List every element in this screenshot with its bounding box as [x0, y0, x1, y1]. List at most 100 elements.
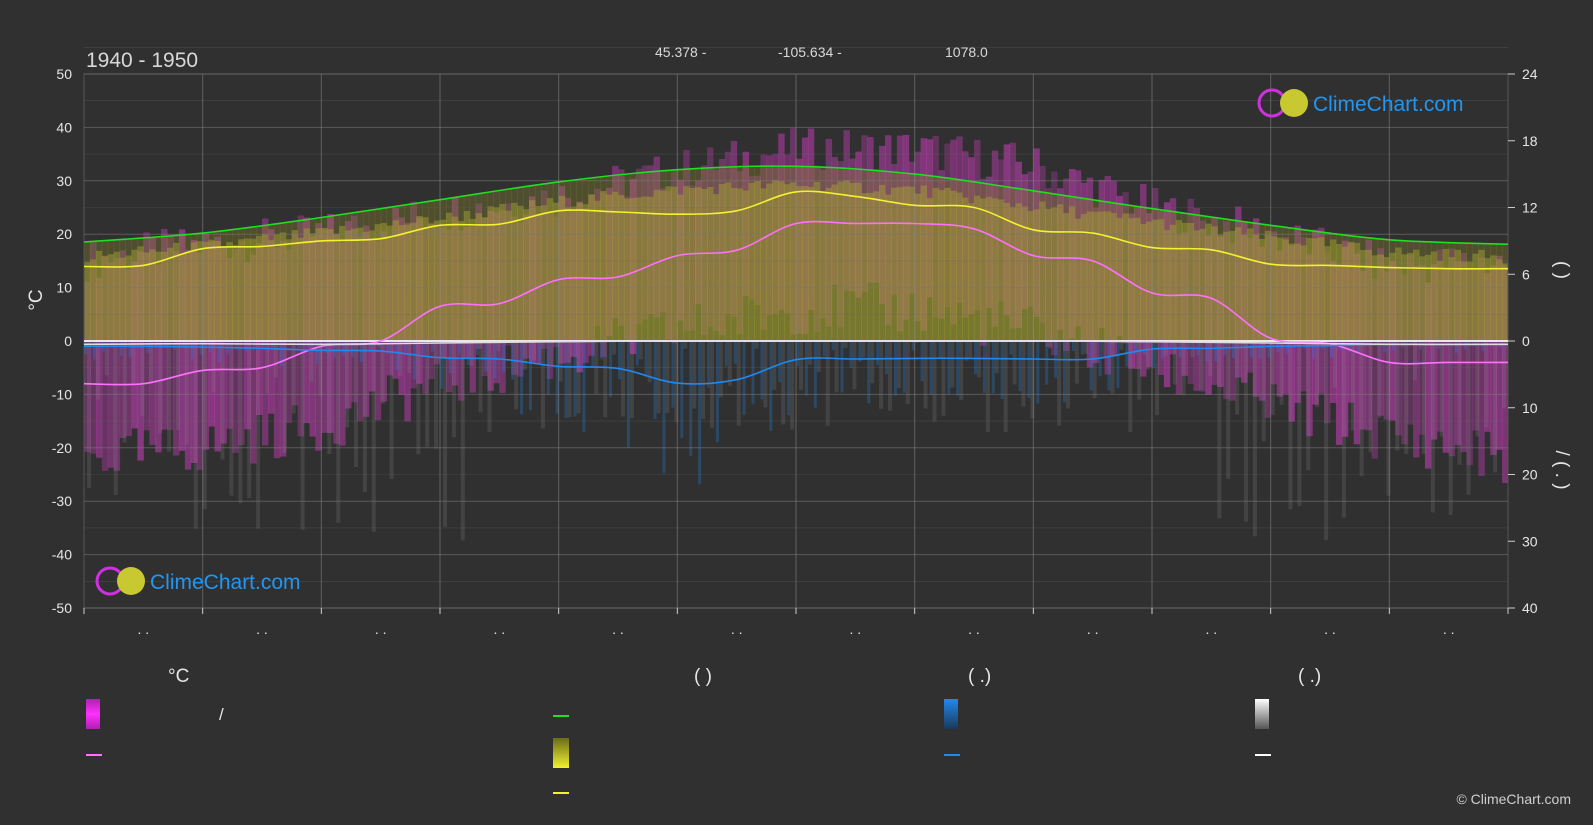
sunshine-bar — [623, 198, 631, 341]
sunshine-bar — [1181, 222, 1189, 341]
daylight-bar — [463, 195, 471, 341]
sunshine-bar — [968, 203, 975, 341]
temp-range-bar — [1496, 255, 1503, 450]
snow-bar — [1003, 341, 1008, 432]
temp-range-bar — [885, 135, 892, 325]
rain-bar — [715, 341, 719, 443]
temp-range-bar — [1324, 252, 1331, 424]
snow-bar — [950, 341, 955, 388]
snow-bar — [1030, 341, 1035, 419]
temp-range-bar — [1187, 198, 1195, 384]
daylight-bar — [855, 170, 862, 341]
snow-bar — [1395, 341, 1400, 451]
rain-bar — [1374, 341, 1378, 344]
snow-bar — [487, 341, 492, 433]
snow-bar — [629, 341, 634, 419]
snow-bar — [843, 341, 848, 349]
temp-range-bar — [1413, 265, 1420, 458]
snow-bar — [1208, 341, 1213, 376]
snow-bar — [443, 341, 447, 527]
rain-bar — [199, 341, 203, 355]
sunshine-bar — [1187, 223, 1195, 341]
rain-bar — [822, 341, 826, 357]
mean_temperature-line — [83, 220, 1508, 386]
legend-swatch-rain — [944, 699, 958, 729]
rain-bar — [1116, 341, 1120, 388]
sunshine-bar — [1377, 254, 1384, 341]
daylight-bar — [1128, 205, 1135, 341]
temp-range-bar — [356, 236, 364, 422]
snow-bar — [985, 341, 990, 432]
daylight-bar — [422, 201, 429, 341]
daylight-bar — [475, 193, 483, 341]
temp-range-bar — [790, 128, 797, 335]
rain-bar — [831, 341, 835, 351]
temp-range-bar — [161, 228, 168, 430]
sunshine-bar — [214, 241, 221, 341]
temp-range-bar — [511, 216, 518, 375]
temp-range-bar — [1116, 195, 1123, 337]
sunshine-bar — [962, 197, 969, 341]
snow-bar — [816, 341, 821, 372]
snow-bar — [994, 341, 999, 374]
temp-range-bar — [736, 171, 744, 335]
daylight-bar — [1454, 242, 1462, 341]
sunshine-bar — [724, 182, 732, 341]
daylight-bar — [1407, 240, 1414, 341]
daylight-bar — [1187, 214, 1195, 341]
right-tick-label-hours: 0 — [1522, 333, 1530, 349]
daylight-bar — [428, 201, 435, 341]
temp-range-bar — [362, 225, 370, 417]
temp-range-bar — [979, 178, 987, 346]
snow-bar — [692, 341, 697, 409]
daylight-bar — [1300, 229, 1307, 341]
sunshine-bar — [896, 187, 904, 341]
rain-bar — [466, 341, 470, 366]
temp-range-bar — [1157, 210, 1165, 376]
x-tick-label: . . — [493, 621, 505, 637]
sunshine-bar — [629, 197, 637, 341]
logo-bottom[interactable]: ClimeChart.com — [95, 566, 301, 596]
daylight-bar — [552, 182, 560, 341]
temp-range-bar — [481, 217, 488, 377]
rain-bar — [653, 341, 657, 419]
temp-range-bar — [1068, 169, 1076, 339]
temp-range-bar — [623, 196, 631, 342]
rain-bar — [1285, 341, 1289, 354]
daylight-bar — [279, 222, 287, 341]
sunshine-bar — [517, 205, 524, 341]
sunshine-bar — [190, 242, 198, 341]
temp-range-bar — [1264, 234, 1272, 418]
rain-bar — [609, 341, 613, 398]
daylight-bar — [250, 226, 257, 341]
logo-top[interactable]: ClimeChart.com — [1257, 88, 1464, 118]
temp-range-bar — [487, 210, 494, 391]
sunshine-bar — [825, 187, 833, 341]
y-tick-label: -40 — [52, 547, 72, 563]
daylight-bar — [1193, 214, 1200, 341]
daylight-bar — [701, 168, 708, 341]
temp-range-bar — [1454, 260, 1462, 446]
rain-bar — [982, 341, 986, 394]
sunshine-bar — [1045, 208, 1052, 341]
x-tick-label: . . — [1087, 621, 1099, 637]
daylight-bar — [1098, 201, 1106, 341]
temp-range-bar — [1490, 265, 1497, 456]
snow-bar — [300, 341, 305, 530]
rain-bar — [876, 341, 880, 366]
daylight-bar — [380, 208, 388, 341]
temp-range-bar — [250, 254, 257, 464]
daylight-bar — [119, 239, 127, 341]
daylight-bar — [825, 168, 833, 341]
sunshine-bar — [1039, 201, 1046, 341]
daylight-bar — [1490, 243, 1497, 341]
sunshine-bar — [849, 182, 856, 341]
daylight-bar — [137, 237, 144, 341]
daylight-bar — [623, 174, 631, 341]
daylight-bar — [968, 182, 975, 341]
snow-bar — [1315, 341, 1320, 408]
sunshine-bar — [1074, 218, 1082, 341]
rain-bar — [368, 341, 372, 352]
daylight-bar — [647, 172, 655, 341]
sunshine-bar — [445, 212, 453, 341]
